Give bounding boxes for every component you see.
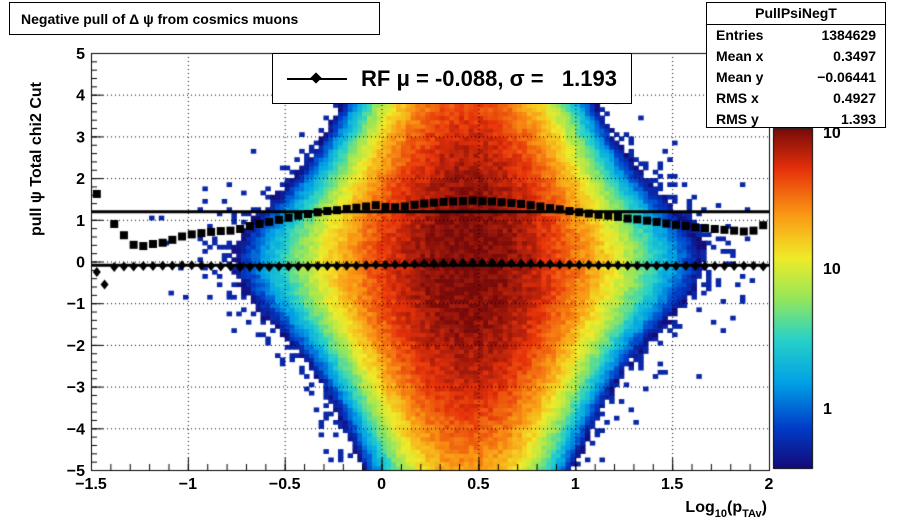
legend-entry: RF μ = -0.088, σ = 1.193: [361, 66, 617, 91]
x-tick-label: 1: [571, 476, 580, 493]
y-tick-label: 3: [76, 129, 85, 146]
y-tick-label: 1: [76, 213, 85, 230]
stats-value: 1384629: [821, 27, 876, 43]
x-tick-label: 1.5: [661, 476, 683, 493]
x-tick-label: −1.5: [75, 476, 107, 493]
y-tick-label: 0: [76, 255, 85, 272]
colorbar-label: 10: [823, 261, 841, 278]
y-tick-label: −2: [67, 338, 85, 355]
y-axis-label: pull ψ Total chi2 Cut: [28, 81, 45, 236]
stats-value: −0.06441: [817, 69, 876, 85]
stats-row: RMS x 0.4927: [707, 88, 885, 109]
y-tick-label: −1: [67, 296, 85, 313]
stats-label: Mean x: [716, 48, 764, 64]
y-tick-label: −4: [67, 421, 85, 438]
stats-box: PullPsiNegT Entries 1384629 Mean x 0.349…: [706, 2, 886, 128]
stats-label: RMS y: [716, 111, 759, 127]
x-tick-label: 0.5: [467, 476, 489, 493]
stats-row: RMS y 1.393: [707, 109, 885, 130]
x-axis-label: Log10(pTAv): [685, 499, 767, 520]
y-tick-label: 4: [76, 88, 85, 105]
colorbar-label: 10: [823, 125, 841, 142]
x-tick-label: 2: [765, 476, 774, 493]
y-tick-label: 2: [76, 171, 85, 188]
stats-value: 0.4927: [833, 90, 876, 106]
stats-row: Mean y −0.06441: [707, 67, 885, 88]
stats-value: 1.393: [840, 111, 876, 127]
legend: RF μ = -0.088, σ = 1.193: [272, 53, 632, 104]
stats-row: Entries 1384629: [707, 25, 885, 46]
y-tick-label: 5: [76, 46, 85, 63]
stats-label: Mean y: [716, 69, 764, 85]
colorbar-label: 1: [823, 401, 832, 418]
stats-name: PullPsiNegT: [707, 3, 885, 25]
stats-row: Mean x 0.3497: [707, 46, 885, 67]
y-tick-label: −5: [67, 463, 85, 480]
y-tick-label: −3: [67, 380, 85, 397]
x-tick-label: 0: [377, 476, 386, 493]
stats-value: 0.3497: [833, 48, 876, 64]
chart-title: Negative pull of Δ ψ from cosmics muons: [9, 2, 380, 35]
x-tick-label: −1: [179, 476, 197, 493]
stats-label: RMS x: [716, 90, 759, 106]
stats-label: Entries: [716, 27, 764, 43]
x-tick-label: −0.5: [269, 476, 301, 493]
